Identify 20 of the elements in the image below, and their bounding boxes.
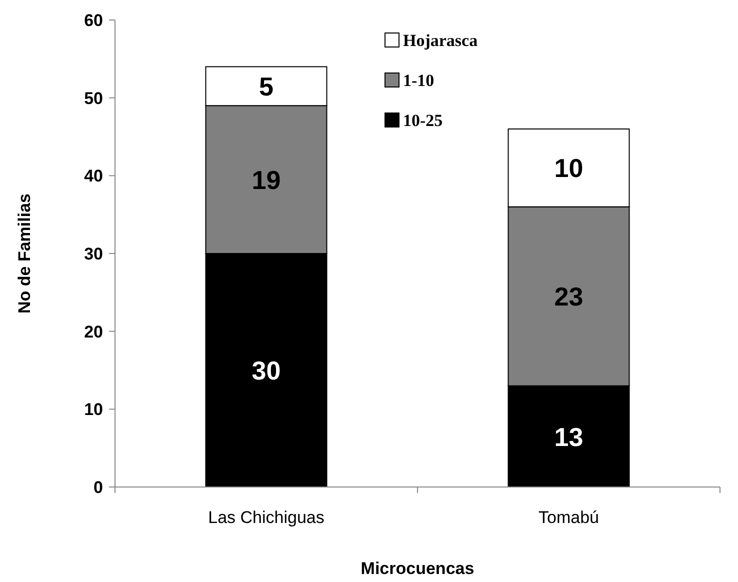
legend-label: 10-25 bbox=[403, 110, 443, 130]
y-tick-label: 30 bbox=[84, 244, 103, 264]
x-tick-label: Las Chichiguas bbox=[208, 508, 324, 527]
data-label: 5 bbox=[259, 72, 274, 102]
data-label: 30 bbox=[252, 356, 281, 386]
x-tick-label: Tomabú bbox=[538, 508, 599, 527]
y-tick-label: 20 bbox=[84, 322, 103, 342]
data-label: 23 bbox=[554, 282, 584, 312]
legend-label: Hojarasca bbox=[403, 30, 478, 50]
y-tick-label: 60 bbox=[84, 10, 103, 30]
y-tick-label: 50 bbox=[84, 88, 103, 108]
y-axis-title: No de Familias bbox=[15, 194, 34, 314]
legend-label: 1-10 bbox=[403, 70, 434, 90]
y-tick-label: 0 bbox=[94, 478, 103, 497]
data-label: 13 bbox=[554, 422, 584, 452]
data-label: 19 bbox=[252, 164, 281, 195]
data-label: 10 bbox=[554, 153, 584, 184]
y-tick-label: 10 bbox=[84, 400, 103, 420]
y-tick-label: 40 bbox=[84, 166, 103, 186]
x-axis-title: Microcuencas bbox=[360, 559, 474, 578]
